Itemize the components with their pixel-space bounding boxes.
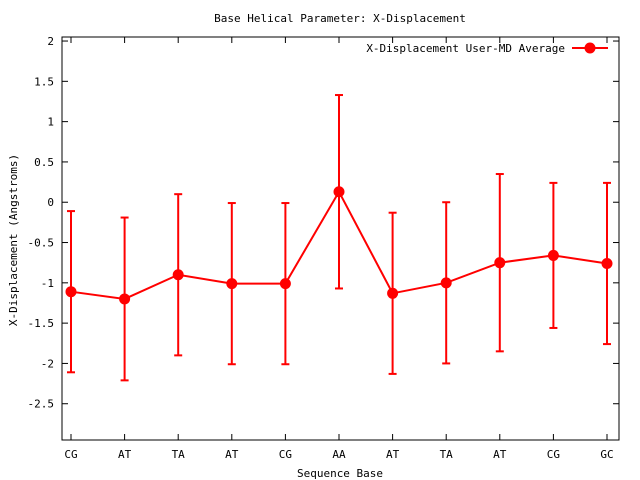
y-tick-label: -1.5 — [28, 317, 55, 330]
y-tick-label: -2.5 — [28, 398, 55, 411]
data-point — [494, 257, 506, 269]
data-point — [172, 269, 184, 281]
y-axis-ticks: 2 1.5 1 0.5 0 -0.5 -1 -1.5 -2 -2.5 — [28, 35, 619, 411]
x-tick-label: AT — [118, 448, 132, 461]
legend-label: X-Displacement User-MD Average — [366, 42, 565, 55]
data-point — [387, 287, 399, 299]
data-point — [65, 286, 77, 298]
legend-marker — [584, 42, 596, 54]
x-tick-label: AT — [225, 448, 239, 461]
legend: X-Displacement User-MD Average — [366, 42, 608, 55]
y-axis-label: X-Displacement (Angstroms) — [7, 154, 20, 326]
x-tick-label: CG — [279, 448, 292, 461]
data-point — [279, 278, 291, 290]
data-point — [226, 278, 238, 290]
y-tick-label: -1 — [41, 277, 54, 290]
x-tick-label: CG — [64, 448, 77, 461]
data-point — [333, 186, 345, 198]
x-tick-label: GC — [600, 448, 613, 461]
x-tick-label: TA — [172, 448, 186, 461]
x-axis-ticks: CG AT TA AT CG AA AT TA AT CG GC — [64, 37, 614, 461]
x-tick-label: AT — [386, 448, 400, 461]
y-tick-label: -2 — [41, 357, 54, 370]
data-point — [601, 257, 613, 269]
y-tick-label: -0.5 — [28, 237, 55, 250]
data-point — [547, 249, 559, 261]
x-tick-label: AT — [493, 448, 507, 461]
x-tick-label: TA — [440, 448, 454, 461]
chart-title: Base Helical Parameter: X-Displacement — [214, 12, 466, 25]
y-tick-label: 0 — [47, 196, 54, 209]
x-axis-label: Sequence Base — [297, 467, 383, 480]
x-tick-label: CG — [547, 448, 560, 461]
y-tick-label: 1.5 — [34, 75, 54, 88]
error-bars — [67, 94, 611, 382]
plot-frame — [61, 36, 620, 441]
x-tick-label: AA — [332, 448, 346, 461]
y-tick-label: 1 — [47, 116, 54, 129]
y-tick-label: 2 — [47, 35, 54, 48]
data-point — [440, 277, 452, 289]
y-tick-label: 0.5 — [34, 156, 54, 169]
data-point — [119, 293, 131, 305]
data-series — [65, 186, 613, 305]
